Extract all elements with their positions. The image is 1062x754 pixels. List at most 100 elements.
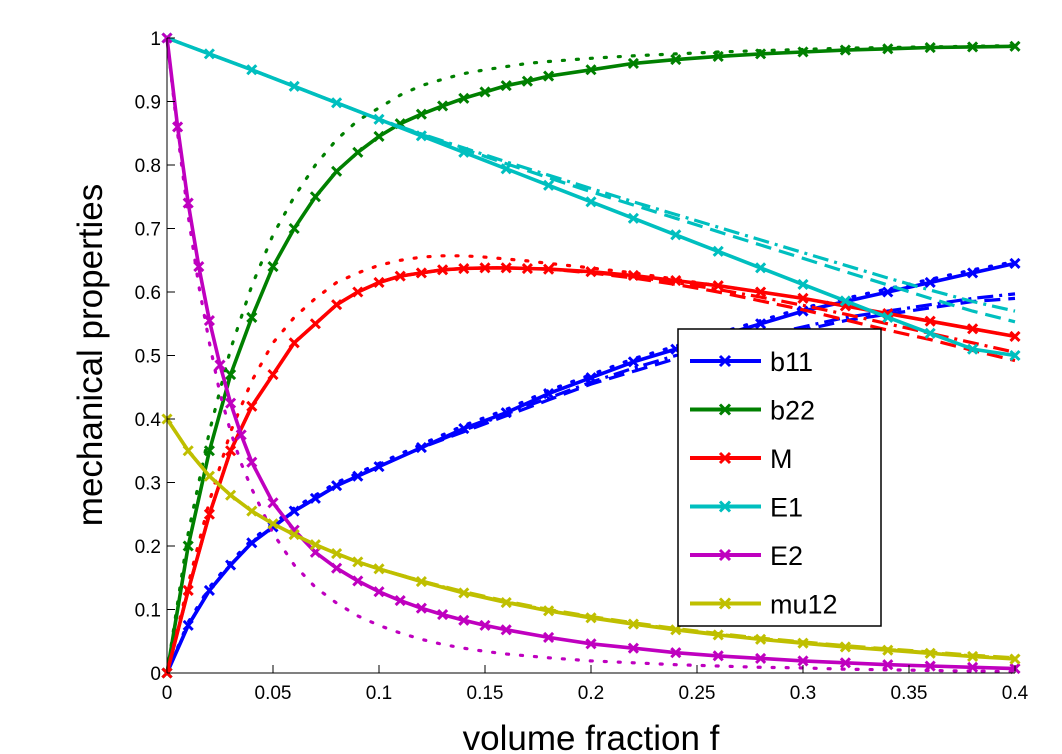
series-M-point — [479, 262, 491, 274]
series-M-point — [543, 263, 555, 275]
series-M-point — [203, 508, 215, 520]
legend-marker — [718, 451, 732, 465]
x-tick-label: 0.05 — [255, 683, 292, 704]
series-b11-point — [882, 286, 894, 298]
series-b11-point — [627, 356, 639, 368]
series-E1-point — [585, 196, 597, 208]
series-b22-point — [373, 130, 385, 142]
series-E1-point — [331, 97, 343, 109]
series-E2-point — [627, 642, 639, 654]
series-b22-line — [165, 44, 1016, 674]
series-b22-point — [500, 80, 512, 92]
legend-label: mu12 — [770, 590, 838, 620]
series-E2-point — [437, 609, 449, 621]
series-mu12-point — [203, 470, 215, 482]
series-E1-point — [415, 130, 427, 142]
series-mu12-point — [267, 518, 279, 530]
y-tick-label: 0.8 — [135, 156, 161, 177]
series-M-point — [1009, 330, 1021, 343]
series-b11-point — [585, 372, 597, 384]
x-axis-label: volume fraction f — [463, 719, 720, 754]
series-M-point — [967, 323, 979, 335]
x-tick-label: 0.4 — [1002, 683, 1029, 704]
x-tick-label: 0.25 — [679, 683, 716, 704]
series-M-point — [585, 266, 597, 278]
series-E2-point — [967, 661, 979, 673]
series-b11-point — [331, 480, 343, 492]
series-E1-point — [458, 146, 470, 158]
series-E2 — [161, 32, 1021, 675]
series-E2-point — [246, 456, 258, 468]
series-mu12-point — [246, 505, 258, 517]
series-M-point — [500, 262, 512, 274]
legend-item-E2: E2 — [690, 541, 803, 571]
series-b22-point — [203, 445, 215, 457]
series-M-point — [267, 368, 279, 381]
series-M-point — [373, 276, 385, 289]
series-mu12-point — [373, 563, 385, 575]
series-E2-point — [235, 429, 247, 441]
y-tick-label: 1 — [150, 29, 161, 50]
series-b11-point — [755, 318, 767, 330]
plot-background — [167, 38, 1015, 673]
series-E2-point — [839, 657, 851, 669]
series-b22-point — [182, 540, 194, 552]
series-mu12-point — [712, 629, 724, 641]
series-E2-point — [203, 315, 215, 327]
y-tick-label: 0.2 — [135, 537, 161, 558]
series-M-point — [394, 270, 406, 282]
series-E1-dash-dot-line — [166, 36, 1016, 313]
series-mu12-point — [288, 529, 300, 541]
series-M-point — [246, 400, 258, 412]
series-mu12-point — [1009, 653, 1021, 665]
legend-label: b22 — [770, 396, 815, 426]
series-b22-point — [288, 222, 300, 235]
series-E2-point — [267, 497, 279, 509]
series-b22-point — [755, 48, 767, 60]
series-mu12-point — [882, 644, 894, 656]
series-M-point — [309, 318, 321, 330]
legend-item-mu12: mu12 — [690, 590, 838, 620]
series-b22-point — [882, 43, 894, 55]
series-b11-dashed-line — [165, 296, 1016, 674]
series-b22-point — [543, 70, 555, 82]
series-b22-point — [331, 165, 343, 177]
series-mu12-point — [755, 633, 767, 645]
legend-label: b11 — [770, 347, 813, 377]
series-b22-point — [458, 92, 470, 104]
series-mu12-point — [309, 539, 321, 551]
series-M — [161, 254, 1021, 679]
series-b11-point — [309, 492, 321, 504]
legend-marker — [718, 354, 732, 368]
series-mu12-point — [543, 605, 555, 617]
series-b11-point — [458, 422, 470, 435]
series-E2-point — [193, 261, 205, 273]
series-mu12-point — [627, 618, 639, 630]
series-b11-point — [352, 470, 364, 482]
series-b22-point — [267, 261, 279, 273]
series-b22 — [161, 40, 1021, 679]
series-M-point — [331, 299, 343, 311]
series-M-point — [712, 280, 724, 292]
series-b22-point — [309, 191, 321, 203]
series-E2-point — [352, 575, 364, 587]
legend-item-M: M — [690, 444, 793, 474]
y-tick-label: 0.9 — [135, 93, 161, 114]
y-axis-label: mechanical properties — [71, 184, 110, 526]
series-E1-point — [500, 163, 512, 175]
series-E1-point — [839, 295, 851, 307]
series-E1-point — [755, 262, 767, 274]
series-E2-point — [712, 650, 724, 662]
series-E2-point — [458, 614, 470, 626]
x-tick-label: 0.35 — [891, 683, 928, 704]
series-b22-point — [712, 50, 724, 62]
series-b11-point — [182, 619, 194, 631]
series-E2-point — [797, 655, 809, 667]
series-b11-point — [373, 461, 385, 473]
series-b11-point — [225, 559, 237, 571]
legend-item-E1: E1 — [690, 493, 803, 523]
series-b11-point — [1009, 257, 1021, 269]
series-E2-point — [755, 652, 767, 664]
axes — [166, 37, 1016, 674]
legend-item-b22: b22 — [690, 396, 815, 426]
